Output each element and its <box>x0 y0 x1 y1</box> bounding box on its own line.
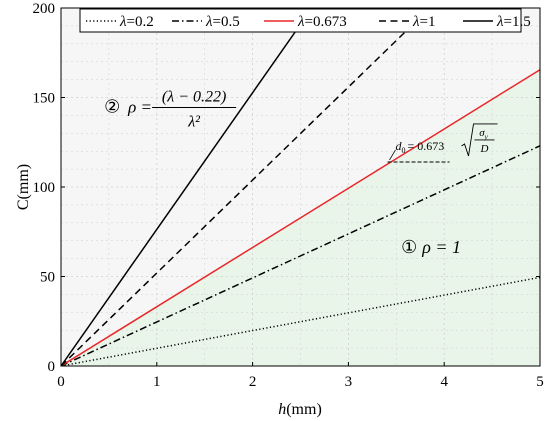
y-tick-label: 150 <box>33 91 56 107</box>
x-axis-label-var: h <box>278 401 286 418</box>
series-line-4 <box>61 8 313 366</box>
x-tick-label: 1 <box>153 374 161 390</box>
d0-sqrt-numerator: σy <box>479 127 488 141</box>
x-tick-label: 3 <box>345 374 353 390</box>
legend-box <box>79 8 522 33</box>
series-lines <box>61 8 540 366</box>
region-1-formula: ρ = 1 <box>421 237 461 257</box>
series-line-1 <box>61 145 540 366</box>
legend-label-4-symbol: λ <box>496 14 504 30</box>
legend-label-1: λ=0.5 <box>205 14 240 30</box>
region-2-numerator: (λ − 0.22) <box>162 88 226 105</box>
legend-label-4: λ=1.5 <box>496 14 531 30</box>
x-axis-label-unit: (mm) <box>286 401 322 418</box>
y-tick-label: 200 <box>33 1 56 17</box>
legend-label-1-value: =0.5 <box>213 14 240 30</box>
legend-label-3-symbol: λ <box>412 14 420 30</box>
region-2-denominator: λ² <box>187 113 201 130</box>
legend-label-0-value: =0.2 <box>127 14 154 30</box>
legend-label-3: λ=1 <box>412 14 435 30</box>
y-tick-label: 100 <box>33 180 56 196</box>
y-tick-label: 50 <box>40 270 55 286</box>
legend: λ=0.2 λ=0.5 λ=0.673 λ=1 λ=1.5 <box>79 8 531 33</box>
legend-label-1-symbol: λ <box>205 14 213 30</box>
legend-label-0: λ=0.2 <box>119 14 154 30</box>
legend-label-2: λ=0.673 <box>297 14 347 30</box>
series-line-2 <box>61 69 540 366</box>
legend-label-0-symbol: λ <box>119 14 127 30</box>
region-1-circle-number: ① <box>401 237 417 257</box>
x-axis-label: h(mm) <box>278 401 322 418</box>
d0-subscript: 0 <box>402 146 406 155</box>
y-axis-label: C(mm) <box>15 164 32 210</box>
x-tick-label: 2 <box>249 374 257 390</box>
d0-symbol: d <box>396 139 403 153</box>
d0-coefficient: = 0.673 <box>408 139 445 153</box>
legend-label-2-symbol: λ <box>297 14 305 30</box>
d0-sigma: σ <box>479 127 485 139</box>
d0-sigma-subscript: y <box>484 133 489 141</box>
x-tick-label: 4 <box>440 374 448 390</box>
region-2-formula-lhs: ρ = <box>127 97 152 116</box>
d0-sqrt-denominator: D <box>480 143 489 155</box>
legend-label-3-value: =1 <box>420 14 436 30</box>
legend-label-4-value: =1.5 <box>504 14 531 30</box>
region-2-circle-number: ② <box>104 96 120 116</box>
y-tick-label: 0 <box>48 359 56 375</box>
region-2-shading <box>61 8 540 366</box>
d0-radical <box>461 123 498 157</box>
legend-label-2-value: =0.673 <box>305 14 347 30</box>
d0-leader <box>389 149 396 161</box>
x-tick-label: 0 <box>57 374 65 390</box>
d0-formula: d0 = 0.673 <box>396 139 445 155</box>
series-line-3 <box>61 8 431 366</box>
x-tick-label: 5 <box>536 374 544 390</box>
